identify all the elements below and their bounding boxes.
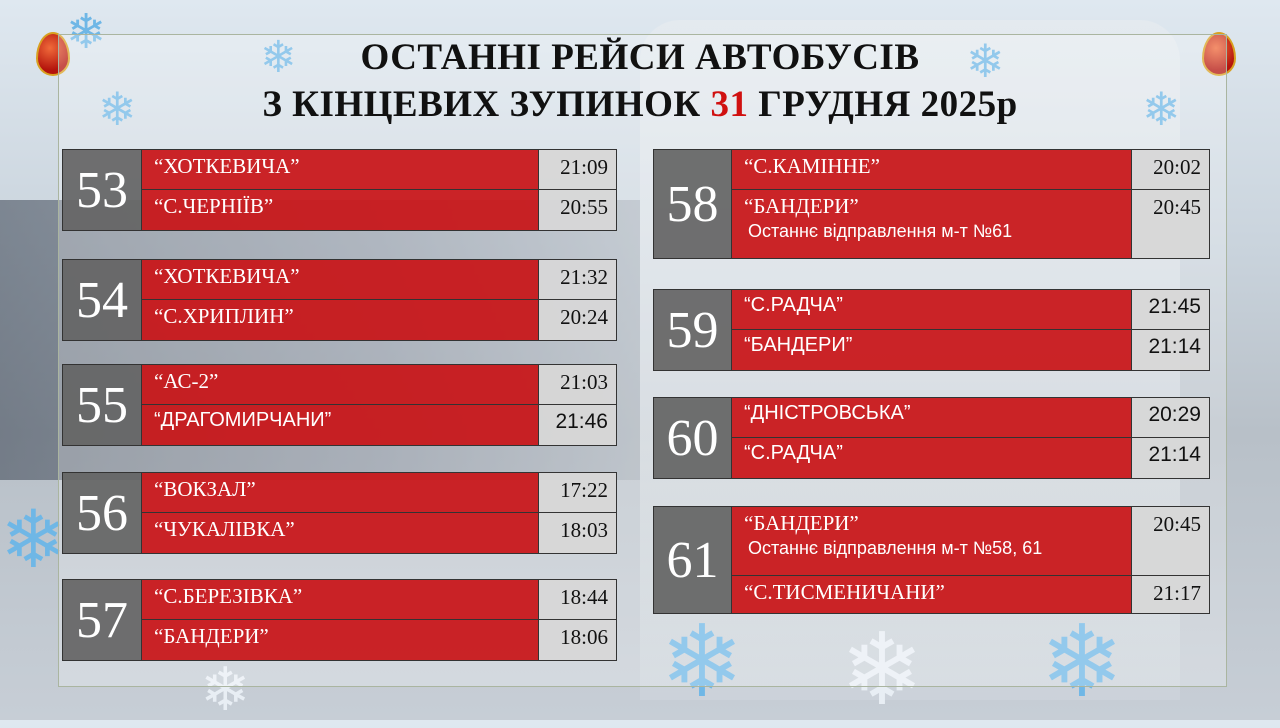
- route-note: Останнє відправлення м-т №61: [748, 221, 1013, 241]
- route-number: 61: [654, 507, 732, 613]
- stop-name: “АС-2”: [142, 365, 538, 404]
- title-text: З КІНЦЕВИХ ЗУПИНОК: [262, 84, 711, 125]
- departure-time: 21:14: [1131, 438, 1209, 478]
- departure-time: 20:02: [1131, 150, 1209, 189]
- snowflake-icon: ❄: [200, 655, 251, 725]
- table-row: “БАНДЕРИ” 18:06: [142, 620, 616, 660]
- ornament-icon: [36, 32, 70, 76]
- departure-time: 20:29: [1131, 398, 1209, 437]
- ornament-icon: [1202, 32, 1236, 76]
- route-58: 58 “С.КАМІННЕ” 20:02 “БАНДЕРИ” Останнє від…: [653, 149, 1210, 259]
- stop-name: “С.РАДЧА”: [732, 438, 1131, 478]
- route-number: 55: [63, 365, 142, 445]
- snowflake-icon: ❄: [260, 32, 297, 83]
- snowflake-icon: ❄: [1142, 82, 1181, 136]
- stop-name: “ВОКЗАЛ”: [142, 473, 538, 512]
- stop-name: “С.БЕРЕЗІВКА”: [142, 580, 538, 619]
- table-row: “ХОТКЕВИЧА” 21:32: [142, 260, 616, 300]
- snowflake-icon: ❄: [0, 493, 68, 586]
- stop-name: “ДНІСТРОВСЬКА”: [732, 398, 1131, 437]
- departure-time: 18:03: [538, 513, 616, 553]
- route-number: 56: [63, 473, 142, 553]
- stop-name: “С.ТИСМЕНИЧАНИ”: [732, 576, 1131, 613]
- stop-name: “БАНДЕРИ”: [744, 194, 859, 218]
- stop-name: “ХОТКЕВИЧА”: [142, 260, 538, 299]
- departure-time: 17:22: [538, 473, 616, 512]
- snowflake-icon: ❄: [98, 82, 137, 136]
- stop-name: “ХОТКЕВИЧА”: [142, 150, 538, 189]
- table-row: “БАНДЕРИ” Останнє відправлення м-т №61 20:…: [732, 190, 1209, 258]
- snowflake-icon: ❄: [1040, 603, 1124, 720]
- table-row: “С.КАМІННЕ” 20:02: [732, 150, 1209, 190]
- stop-cell: “БАНДЕРИ” Останнє відправлення м-т №58, 6…: [732, 507, 1131, 575]
- snowflake-icon: ❄: [840, 611, 924, 728]
- table-row: “С.РАДЧА” 21:45: [732, 290, 1209, 330]
- title-text: ГРУДНЯ 2025р: [748, 84, 1018, 125]
- stop-name: “ЧУКАЛІВКА”: [142, 513, 538, 553]
- route-61: 61 “БАНДЕРИ” Останнє відправлення м-т №58…: [653, 506, 1210, 614]
- title-day: 31: [710, 84, 749, 125]
- route-56: 56 “ВОКЗАЛ” 17:22 “ЧУКАЛІВКА” 18:03: [62, 472, 617, 554]
- departure-time: 20:24: [538, 300, 616, 340]
- route-55: 55 “АС-2” 21:03 “ДРАГОМИРЧАНИ” 21:46: [62, 364, 617, 446]
- table-row: “ДРАГОМИРЧАНИ” 21:46: [142, 405, 616, 445]
- departure-time: 18:06: [538, 620, 616, 660]
- route-54: 54 “ХОТКЕВИЧА” 21:32 “С.ХРИПЛИН” 20:24: [62, 259, 617, 341]
- table-row: “С.ЧЕРНІЇВ” 20:55: [142, 190, 616, 230]
- departure-time: 21:17: [1131, 576, 1209, 613]
- departure-time: 21:45: [1131, 290, 1209, 329]
- snowflake-icon: ❄: [660, 603, 744, 720]
- route-number: 57: [63, 580, 142, 660]
- table-row: “С.РАДЧА” 21:14: [732, 438, 1209, 478]
- route-note: Останнє відправлення м-т №58, 61: [748, 538, 1043, 558]
- table-row: “С.ХРИПЛИН” 20:24: [142, 300, 616, 340]
- page-title-line2: З КІНЦЕВИХ ЗУПИНОК 31 ГРУДНЯ 2025р: [0, 83, 1280, 126]
- route-number: 54: [63, 260, 142, 340]
- route-number: 53: [63, 150, 142, 230]
- stop-name: “ДРАГОМИРЧАНИ”: [142, 405, 538, 445]
- stop-cell: “БАНДЕРИ” Останнє відправлення м-т №61: [732, 190, 1131, 258]
- stop-name: “С.РАДЧА”: [732, 290, 1131, 329]
- departure-time: 21:14: [1131, 330, 1209, 370]
- departure-time: 20:45: [1131, 190, 1209, 258]
- stop-name: “БАНДЕРИ”: [744, 511, 859, 535]
- route-number: 58: [654, 150, 732, 258]
- table-row: “БАНДЕРИ” 21:14: [732, 330, 1209, 370]
- stop-name: “БАНДЕРИ”: [732, 330, 1131, 370]
- stop-name: “С.ХРИПЛИН”: [142, 300, 538, 340]
- route-60: 60 “ДНІСТРОВСЬКА” 20:29 “С.РАДЧА” 21:14: [653, 397, 1210, 479]
- table-row: “ХОТКЕВИЧА” 21:09: [142, 150, 616, 190]
- departure-time: 20:55: [538, 190, 616, 230]
- stop-name: “С.ЧЕРНІЇВ”: [142, 190, 538, 230]
- departure-time: 21:03: [538, 365, 616, 404]
- snowflake-icon: ❄: [66, 4, 107, 60]
- table-row: “БАНДЕРИ” Останнє відправлення м-т №58, 6…: [732, 507, 1209, 576]
- table-row: “С.БЕРЕЗІВКА” 18:44: [142, 580, 616, 620]
- table-row: “ЧУКАЛІВКА” 18:03: [142, 513, 616, 553]
- departure-time: 20:45: [1131, 507, 1209, 575]
- table-row: “С.ТИСМЕНИЧАНИ” 21:17: [732, 576, 1209, 613]
- stop-name: “С.КАМІННЕ”: [732, 150, 1131, 189]
- route-57: 57 “С.БЕРЕЗІВКА” 18:44 “БАНДЕРИ” 18:06: [62, 579, 617, 661]
- table-row: “АС-2” 21:03: [142, 365, 616, 405]
- route-53: 53 “ХОТКЕВИЧА” 21:09 “С.ЧЕРНІЇВ” 20:55: [62, 149, 617, 231]
- table-row: “ВОКЗАЛ” 17:22: [142, 473, 616, 513]
- route-number: 60: [654, 398, 732, 478]
- departure-time: 21:32: [538, 260, 616, 299]
- snowflake-icon: ❄: [966, 34, 1005, 88]
- departure-time: 18:44: [538, 580, 616, 619]
- stop-name: “БАНДЕРИ”: [142, 620, 538, 660]
- route-number: 59: [654, 290, 732, 370]
- route-59: 59 “С.РАДЧА” 21:45 “БАНДЕРИ” 21:14: [653, 289, 1210, 371]
- departure-time: 21:46: [538, 405, 616, 445]
- table-row: “ДНІСТРОВСЬКА” 20:29: [732, 398, 1209, 438]
- page-title-line1: ОСТАННІ РЕЙСИ АВТОБУСІВ: [360, 37, 920, 78]
- departure-time: 21:09: [538, 150, 616, 189]
